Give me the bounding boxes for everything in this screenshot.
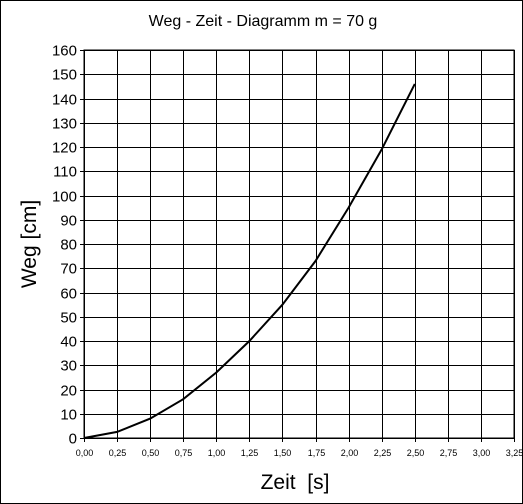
- y-tick-label: 160: [52, 43, 77, 60]
- x-tick-label: 1,25: [241, 448, 259, 458]
- y-tick-label: 20: [60, 383, 77, 400]
- plot-frame: [83, 49, 515, 439]
- y-axis-label: Weg [cm]: [18, 200, 41, 288]
- chart-title: Weg - Zeit - Diagramm m = 70 g: [149, 13, 378, 30]
- y-tick-label: 30: [60, 358, 77, 375]
- y-tick-label: 130: [52, 116, 77, 133]
- y-tick-label: 50: [60, 310, 77, 327]
- x-tick-label: 3,25: [506, 448, 522, 458]
- x-axis-ticks: 0,00 0,25 0,50 0,75 1,00 1,25 1,50 1,75 2,00 2,25…: [76, 448, 522, 458]
- x-tick-label: 0,75: [175, 448, 193, 458]
- x-tick-label: 1,00: [208, 448, 226, 458]
- x-tick-label: 2,75: [440, 448, 458, 458]
- y-tick-label: 10: [60, 407, 77, 424]
- y-tick-label: 140: [52, 92, 77, 109]
- x-tick-label: 0,50: [142, 448, 160, 458]
- y-tick-label: 110: [53, 164, 77, 181]
- y-tick-label: 40: [60, 334, 77, 351]
- y-tick-label: 80: [60, 237, 77, 254]
- x-axis-label: Zeit [s]: [261, 471, 330, 494]
- y-tick-label: 100: [52, 189, 77, 206]
- series-line: [83, 83, 416, 439]
- y-tick-label: 60: [60, 286, 77, 303]
- x-tick-label: 1,75: [308, 448, 326, 458]
- y-axis-ticks: 0 10 20 30 40 50 60 70 80 90 100 110 120 130 140 150 160: [52, 43, 77, 448]
- x-tick-label: 1,50: [274, 448, 292, 458]
- y-tick-label: 90: [60, 213, 77, 230]
- grid: [80, 50, 515, 442]
- y-tick-label: 150: [52, 67, 77, 84]
- y-tick-label: 70: [60, 261, 77, 278]
- x-tick-label: 2,00: [341, 448, 359, 458]
- y-tick-label: 0: [69, 431, 77, 448]
- series-layer: [83, 83, 416, 439]
- y-tick-label: 120: [52, 140, 77, 157]
- x-tick-label: 3,00: [473, 448, 491, 458]
- x-tick-label: 0,00: [76, 448, 94, 458]
- x-tick-label: 0,25: [109, 448, 127, 458]
- x-tick-label: 2,50: [407, 448, 425, 458]
- x-tick-label: 2,25: [374, 448, 392, 458]
